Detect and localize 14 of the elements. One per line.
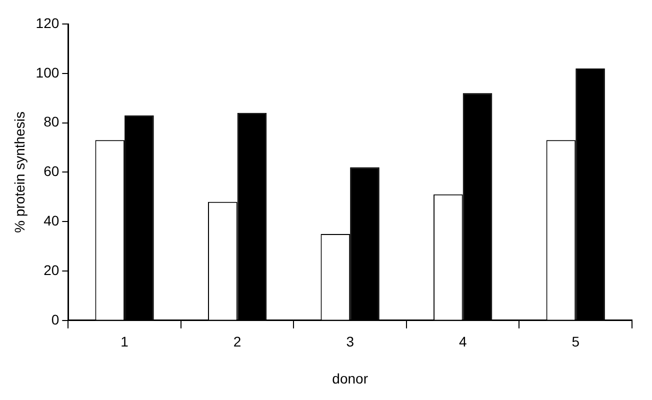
x-tick-label: 2 xyxy=(233,334,242,350)
y-tick-label: 40 xyxy=(44,212,60,228)
x-tick-label: 3 xyxy=(346,334,354,350)
x-tick-label: 5 xyxy=(572,334,580,350)
y-tick-label: 60 xyxy=(44,163,60,180)
y-tick-label: 20 xyxy=(44,262,60,278)
y-tick-label: 0 xyxy=(51,311,60,328)
y-tick-label: 120 xyxy=(36,14,60,31)
x-tick-label: 1 xyxy=(120,334,129,350)
y-axis-title: % protein synthesis xyxy=(11,111,28,233)
x-axis-title: donor xyxy=(332,370,368,386)
y-tick-label: 80 xyxy=(44,114,60,130)
x-tick-label: 4 xyxy=(458,334,467,350)
y-tick-label: 100 xyxy=(36,64,60,80)
